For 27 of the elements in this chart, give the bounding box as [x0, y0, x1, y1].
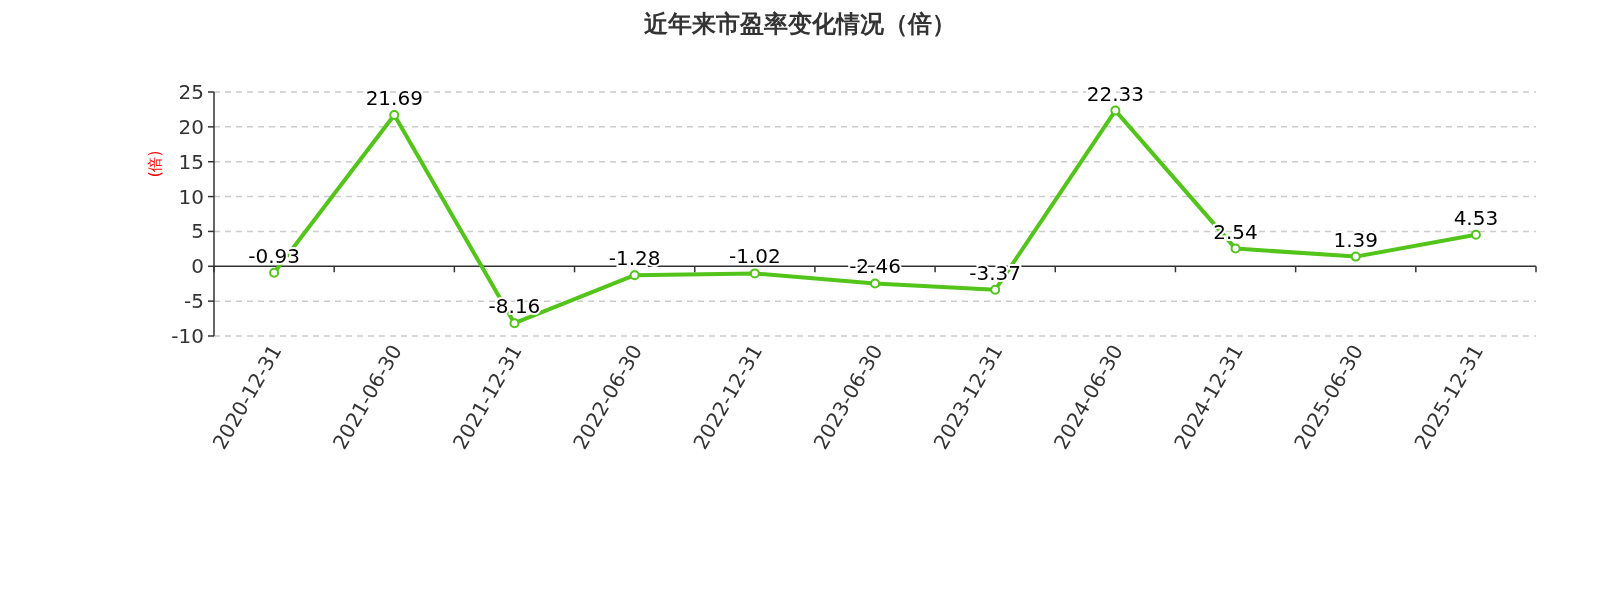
point	[870, 278, 880, 289]
data-label: 21.69	[365, 86, 423, 111]
point	[1470, 229, 1481, 240]
point	[509, 318, 520, 329]
data-label: -1.02	[728, 244, 781, 269]
chart-title: 近年来市盈率变化情况（倍）	[644, 10, 956, 38]
y-tick-label: -10	[171, 324, 204, 348]
point	[269, 267, 280, 278]
y-tick-label: 10	[178, 184, 204, 209]
data-label: 4.53	[1453, 205, 1499, 230]
point	[1350, 251, 1361, 262]
point	[389, 110, 400, 121]
data-label: 22.33	[1086, 81, 1144, 106]
y-tick-label: 20	[178, 114, 204, 139]
y-tick-label: 15	[178, 149, 204, 174]
y-tick-label: 5	[191, 219, 204, 244]
y-tick-label: -5	[184, 289, 204, 314]
data-label: -1.28	[608, 246, 661, 271]
y-axis-title: (倍)	[146, 150, 164, 178]
point	[1230, 243, 1241, 254]
point	[990, 284, 1001, 295]
point	[629, 270, 640, 281]
point	[1110, 105, 1121, 116]
data-label: 1.39	[1333, 227, 1378, 252]
point	[749, 268, 760, 279]
y-tick-label: 0	[191, 254, 204, 279]
y-tick-label: 25	[178, 80, 204, 104]
